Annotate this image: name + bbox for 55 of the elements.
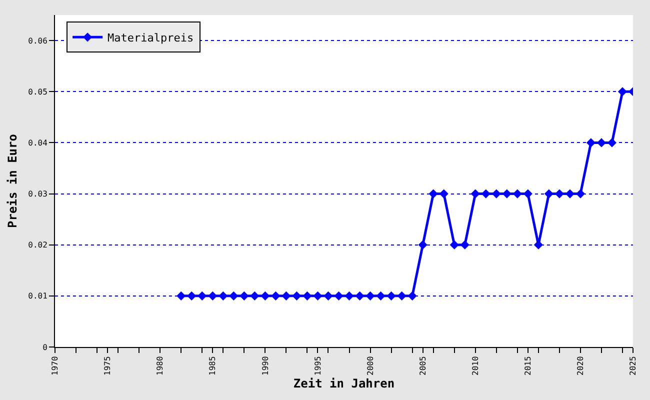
point	[460, 240, 470, 250]
x-tick-label: 2005	[418, 356, 428, 376]
y-tick-label: 0.01	[28, 292, 48, 301]
point	[376, 291, 386, 300]
point	[271, 291, 280, 300]
point	[260, 291, 270, 300]
y-tick-label: 0.03	[28, 190, 48, 199]
y-axis-title: Preis in Euro	[5, 134, 20, 228]
point	[313, 291, 322, 300]
x-tick-label: 1980	[156, 356, 165, 376]
point	[324, 291, 333, 300]
x-tick-label: 2010	[470, 356, 480, 376]
point	[302, 291, 312, 300]
y-tick-label: 0.04	[28, 138, 48, 148]
point	[596, 138, 606, 148]
point	[334, 291, 344, 300]
x-tick-label: 1975	[103, 356, 112, 376]
point	[176, 291, 186, 300]
point	[187, 291, 196, 300]
point	[408, 291, 417, 300]
point	[292, 291, 302, 300]
point	[240, 291, 249, 300]
point	[386, 291, 396, 300]
x-tick-label: 2000	[366, 356, 375, 376]
x-tick-label: 2025	[628, 356, 638, 376]
point	[208, 291, 218, 300]
point	[229, 291, 238, 300]
point	[450, 240, 459, 250]
point	[544, 189, 554, 198]
point	[218, 291, 228, 300]
point	[198, 291, 207, 300]
y-tick-label: 0.05	[28, 87, 48, 96]
point	[470, 189, 480, 198]
y-tick-label: 0.06	[28, 36, 48, 46]
x-tick-label: 1990	[260, 356, 270, 376]
x-tick-label: 1985	[208, 356, 218, 376]
point	[397, 291, 406, 300]
y-tick-label: 0.02	[28, 240, 48, 250]
legend-label: Materialpreis	[108, 31, 194, 44]
point	[344, 291, 354, 300]
x-tick-label: 1970	[50, 356, 60, 376]
point	[618, 87, 628, 96]
x-tick-label: 2015	[524, 356, 533, 376]
point	[428, 189, 438, 198]
point	[250, 291, 260, 300]
point	[586, 138, 596, 148]
point	[366, 291, 375, 300]
y-tick-label: 0	[42, 342, 48, 352]
point	[355, 291, 364, 300]
point	[418, 240, 428, 250]
x-tick-label: 1995	[313, 356, 322, 376]
x-tick-label: 2020	[576, 356, 586, 376]
point	[607, 138, 617, 148]
x-axis-title: Zeit in Jahren	[293, 376, 395, 390]
point	[282, 291, 291, 300]
